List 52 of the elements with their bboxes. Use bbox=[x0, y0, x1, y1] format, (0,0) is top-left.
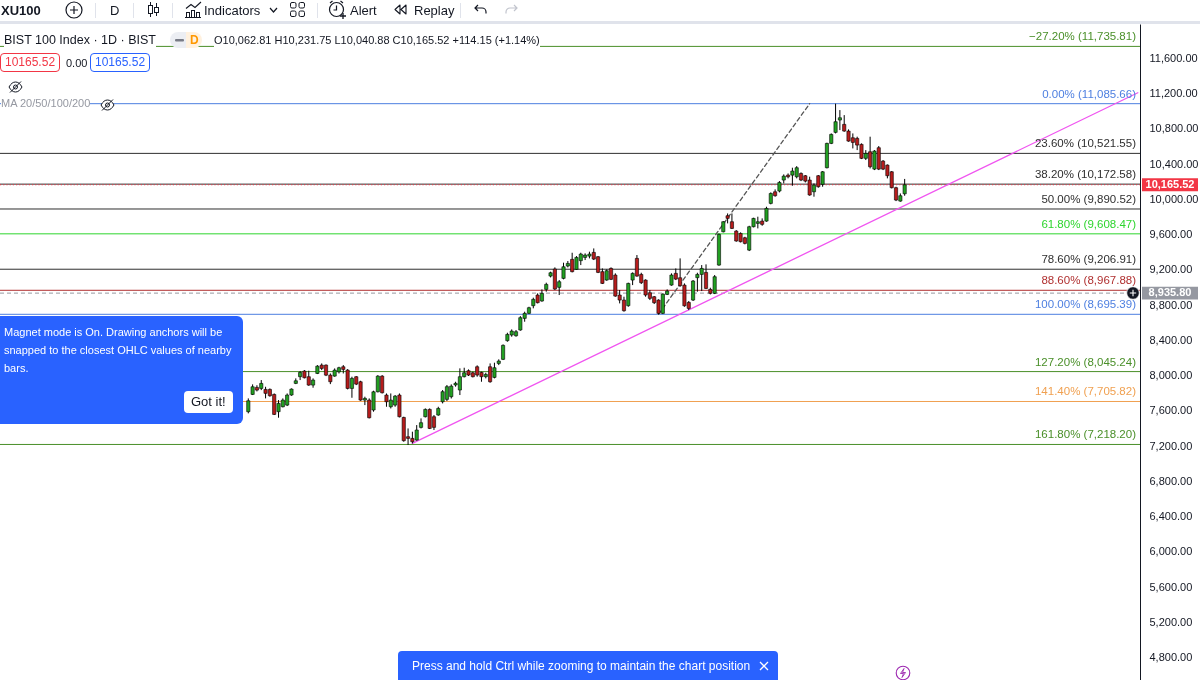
y-tick-label: 10,800.00 bbox=[1149, 122, 1199, 135]
annotation: Magnet mode is On. Drawing anchors will be snapped to the closest OHLC values of nearby bars. bbox=[4, 325, 233, 376]
candlestick bbox=[790, 167, 795, 187]
ref-line-label: 0.00% (11,085.66) bbox=[1042, 87, 1137, 100]
y-tick-label: 7,200.00 bbox=[1149, 439, 1193, 452]
ref-line-label: −27.20% (11,735.81) bbox=[1029, 30, 1137, 43]
ref-line-label: 161.80% (7,218.20) bbox=[1034, 428, 1137, 441]
y-tick-label: 8,400.00 bbox=[1149, 333, 1193, 346]
candlestick bbox=[876, 145, 881, 171]
text: Indicators bbox=[204, 3, 261, 20]
y-tick-label: 6,800.00 bbox=[1149, 474, 1193, 487]
text: XU100 bbox=[1, 3, 41, 20]
annotation: 0.00 bbox=[66, 57, 88, 71]
y-tick-label: 11,200.00 bbox=[1149, 87, 1198, 100]
y-tick-label: 6,400.00 bbox=[1149, 510, 1193, 523]
y-tick-label: 9,600.00 bbox=[1149, 228, 1193, 241]
text: Replay bbox=[414, 3, 455, 20]
text: Alert bbox=[350, 3, 377, 20]
y-tick-label: 7,600.00 bbox=[1149, 404, 1193, 417]
y-tick-label: 10,000.00 bbox=[1149, 192, 1199, 205]
candlestick bbox=[807, 176, 812, 197]
y-tick-label: 6,000.00 bbox=[1149, 545, 1193, 558]
ref-line-label: 23.60% (10,521.55) bbox=[1034, 137, 1137, 150]
annotation: MA 20/50/100/200 bbox=[1, 97, 91, 111]
ref-line-label: 10,165.52 bbox=[1145, 177, 1195, 190]
annotation: 10165.52 bbox=[90, 53, 151, 72]
annotation: 10165.52 bbox=[0, 53, 61, 72]
y-tick-label: 8,000.00 bbox=[1149, 369, 1193, 382]
y-tick-label: 10,400.00 bbox=[1149, 157, 1199, 170]
y-tick-label: 9,200.00 bbox=[1149, 263, 1193, 276]
ref-line-label: 78.60% (9,206.91) bbox=[1041, 253, 1137, 266]
ref-line-label: 38.20% (10,172.58) bbox=[1034, 168, 1137, 181]
ref-line-label: 127.20% (8,045.24) bbox=[1034, 355, 1137, 368]
y-tick-label: 4,800.00 bbox=[1149, 651, 1193, 664]
candlestick bbox=[699, 264, 704, 292]
text: BIST 100 Index · 1D · BIST bbox=[4, 33, 156, 49]
y-tick-label: 5,600.00 bbox=[1149, 580, 1193, 593]
ref-line-label: 100.00% (8,695.39) bbox=[1034, 298, 1137, 311]
y-tick-label: 5,200.00 bbox=[1149, 615, 1193, 628]
ref-line-label: 61.80% (9,608.47) bbox=[1041, 217, 1137, 230]
ref-line-label: 50.00% (9,890.52) bbox=[1041, 192, 1137, 205]
annotation: D bbox=[190, 33, 199, 48]
text: O10,062.81 H10,231.75 L10,040.88 C10,165.52 +114.15 (+1.14%) bbox=[214, 34, 540, 48]
y-tick-label: 8,800.00 bbox=[1149, 298, 1193, 311]
ref-line-label: 141.40% (7,705.82) bbox=[1034, 385, 1137, 398]
text: D bbox=[110, 3, 120, 20]
ref-line-label: 8,935.80 bbox=[1148, 286, 1192, 299]
candlestick bbox=[837, 109, 842, 131]
annotation: Press and hold Ctrl while zooming to maintain the chart position bbox=[412, 659, 751, 674]
y-tick-label: 11,600.00 bbox=[1149, 51, 1198, 64]
annotation: Got it! bbox=[184, 391, 233, 414]
ref-line-label: 88.60% (8,967.88) bbox=[1041, 274, 1137, 287]
